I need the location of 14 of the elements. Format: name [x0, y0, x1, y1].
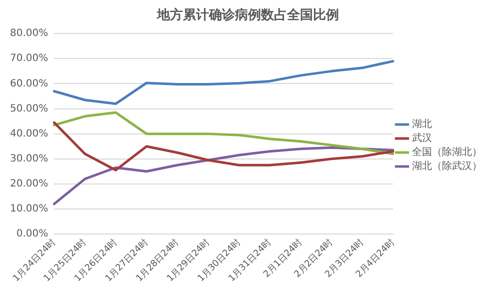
legend-label: 全国（除湖北） [412, 146, 482, 158]
y-tick-label: 40.00% [10, 128, 48, 140]
y-tick-label: 70.00% [10, 53, 48, 64]
y-tick-label: 50.00% [10, 103, 48, 114]
y-tick-label: 20.00% [10, 178, 48, 190]
legend-label: 湖北（除武汉） [412, 160, 482, 172]
y-tick-label: 30.00% [10, 153, 48, 164]
y-tick-label: 10.00% [10, 204, 48, 215]
chart-title: 地方累计确诊病例数占全国比例 [156, 7, 339, 24]
legend-label: 湖北 [412, 118, 432, 130]
y-tick-label: 80.00% [10, 28, 48, 40]
y-tick-label: 0.00% [16, 228, 48, 240]
legend-label: 武汉 [412, 132, 432, 144]
y-tick-label: 60.00% [10, 78, 48, 90]
